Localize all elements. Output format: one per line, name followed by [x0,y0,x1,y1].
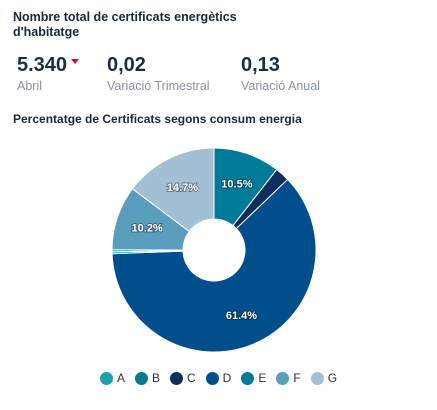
arrow-down-icon [71,58,80,64]
kpi-total-label: Abril [17,79,43,93]
legend-label-D: D [222,371,232,385]
legend-label-B: B [151,371,160,385]
legend-label-F: F [293,371,301,385]
legend-item-B[interactable]: B [134,371,160,385]
legend-swatch-D [205,371,219,385]
slice-label-E: 10.5% [221,178,252,190]
legend-item-D[interactable]: D [205,371,232,385]
legend-label-E: E [258,371,267,385]
chart-title: Nombre total de certificats energètics d… [13,10,237,39]
kpi-quarterly-value: 0,02 [107,54,146,76]
donut-chart: 10.5% 61.4% 10.2% 14.7% [111,147,317,353]
legend-item-E[interactable]: E [241,371,266,385]
kpi-annual-label: Variació Anual [241,79,320,93]
kpi-quarterly: 0,02 Variació Trimestral [107,53,210,93]
kpi-total-value: 5.340 [17,54,68,76]
donut-chart-title: Percentatge de Certificats segons consum… [13,112,302,126]
legend-item-G[interactable]: G [310,371,338,385]
kpi-quarterly-label: Variació Trimestral [107,79,210,93]
slice-label-G: 14.7% [167,182,198,194]
legend-item-C[interactable]: C [169,371,196,385]
legend-label-G: G [327,371,338,385]
slice-G[interactable] [131,147,215,233]
legend-swatch-A [99,371,113,385]
kpi-annual: 0,13 Variació Anual [241,53,320,93]
slice-D[interactable] [111,178,317,353]
legend-swatch-F [276,371,290,385]
legend-item-F[interactable]: F [276,371,301,385]
legend-swatch-E [241,371,255,385]
kpi-annual-value: 0,13 [241,54,280,76]
legend-item-A[interactable]: A [99,371,125,385]
legend-swatch-B [134,371,148,385]
slice-label-F: 10.2% [132,223,163,235]
legend-swatch-G [310,371,324,385]
chart-legend: A B C D E F G [0,371,437,385]
legend-swatch-C [169,371,183,385]
kpi-total: 5.340 Abril [17,53,80,93]
legend-label-C: C [186,371,196,385]
kpi-total-value-row: 5.340 [17,53,80,77]
legend-label-A: A [116,371,125,385]
slice-label-D: 61.4% [226,310,257,322]
